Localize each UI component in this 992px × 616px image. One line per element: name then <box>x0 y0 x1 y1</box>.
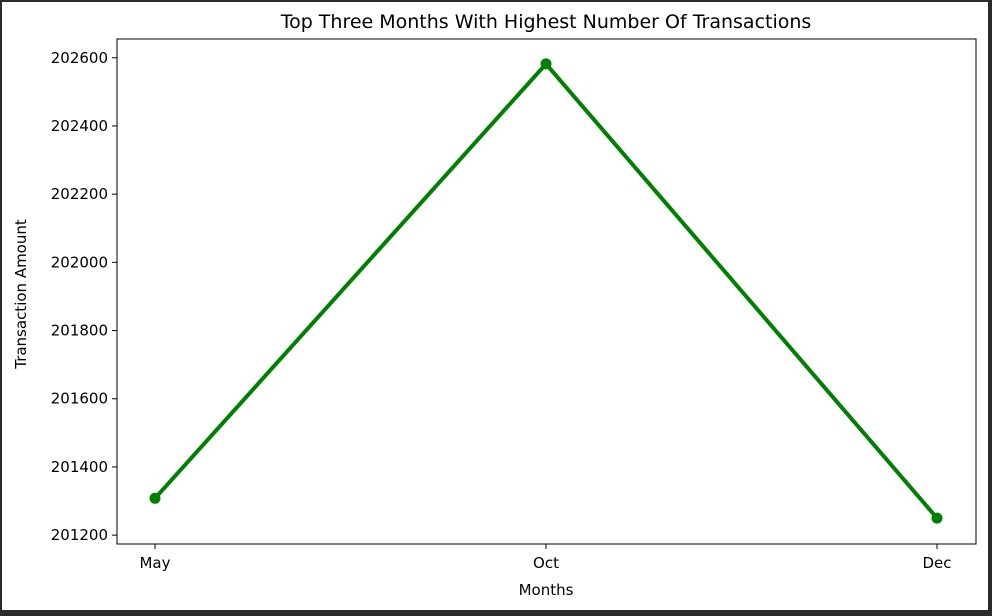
data-point <box>149 492 161 504</box>
x-axis: May Oct Dec <box>139 544 952 572</box>
y-tick-label: 202000 <box>51 253 108 271</box>
y-tick-label: 202400 <box>51 117 108 135</box>
chart-title: Top Three Months With Highest Number Of … <box>280 11 812 33</box>
y-tick-label: 202200 <box>51 185 108 203</box>
data-point <box>540 58 552 70</box>
y-axis-label: Transaction Amount <box>12 219 30 370</box>
y-axis: 201200 201400 201600 201800 202000 202200 2024… <box>51 49 117 544</box>
x-tick-label: Dec <box>922 554 951 572</box>
plot-area <box>116 38 977 545</box>
y-tick-label: 201800 <box>51 322 108 340</box>
x-axis-label: Months <box>519 581 574 599</box>
series-layer <box>149 58 943 524</box>
y-tick-label: 201600 <box>51 390 108 408</box>
x-tick-label: Oct <box>533 554 559 572</box>
y-tick-label: 202600 <box>51 49 108 67</box>
y-tick-label: 201200 <box>51 526 108 544</box>
series-line <box>153 60 939 520</box>
x-tick-label: May <box>139 554 170 572</box>
y-tick-label: 201400 <box>51 458 108 476</box>
data-point <box>931 512 943 524</box>
